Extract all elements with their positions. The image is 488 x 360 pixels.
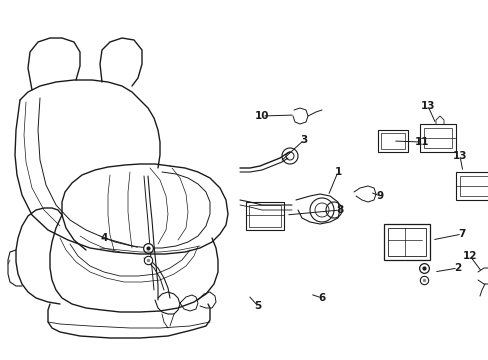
Bar: [380, 133, 404, 149]
Bar: [455, 172, 488, 200]
Bar: [377, 130, 407, 152]
Text: 7: 7: [457, 229, 465, 239]
Text: 1: 1: [334, 167, 341, 177]
Text: 12: 12: [462, 251, 476, 261]
Text: 5: 5: [254, 301, 261, 311]
Bar: [387, 228, 425, 256]
Bar: [245, 202, 284, 230]
Text: 4: 4: [100, 233, 107, 243]
Text: 6: 6: [318, 293, 325, 303]
Text: 13: 13: [420, 101, 434, 111]
Text: 9: 9: [376, 191, 383, 201]
Bar: [459, 176, 487, 196]
Text: 10: 10: [254, 111, 269, 121]
Bar: [383, 224, 429, 260]
Bar: [248, 205, 281, 227]
Text: 2: 2: [453, 263, 461, 273]
Bar: [419, 124, 455, 152]
Bar: [423, 128, 451, 148]
Text: 13: 13: [452, 151, 467, 161]
Text: 8: 8: [336, 205, 343, 215]
Text: 3: 3: [300, 135, 307, 145]
Text: 11: 11: [414, 137, 428, 147]
